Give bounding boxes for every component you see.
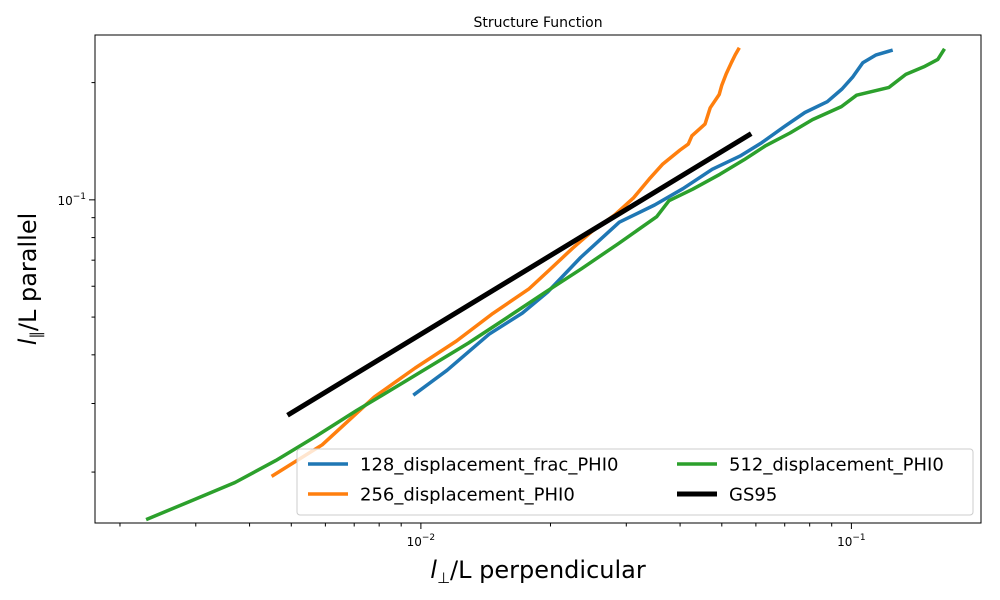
x-tick-base: 10 — [407, 535, 422, 549]
x-tick-label: 10−2 — [407, 533, 436, 549]
x-axis-label-rest: /L perpendicular — [450, 556, 646, 584]
y-tick-label: 10−1 — [57, 192, 86, 208]
y-tick-exponent: −1 — [73, 192, 86, 202]
x-tick-exponent: −2 — [422, 533, 435, 543]
x-axis-label: l⊥/L perpendicular — [430, 556, 646, 587]
x-axis-label-var: l — [430, 556, 437, 584]
legend-label-3: 512_displacement_PHI0 — [729, 455, 944, 476]
y-axis-label-var: l — [14, 338, 42, 345]
x-tick-base: 10 — [837, 535, 852, 549]
x-tick-exponent: −1 — [852, 533, 865, 543]
series-line-2 — [270, 46, 741, 478]
y-axis-label-rest: /L parallel — [14, 213, 42, 331]
legend-label-1: 128_displacement_frac_PHI0 — [360, 455, 618, 476]
x-minor-ticks — [119, 523, 833, 527]
y-tick-base: 10 — [57, 194, 72, 208]
legend-label-4: GS95 — [729, 485, 777, 506]
series-layer — [145, 46, 946, 522]
plot-frame — [94, 34, 982, 524]
y-major-ticks: 10−1 — [57, 192, 95, 208]
x-tick-label: 10−1 — [837, 533, 866, 549]
y-minor-ticks — [91, 82, 95, 473]
x-major-ticks: 10−2 10−1 — [407, 523, 866, 549]
chart-title: Structure Function — [473, 15, 602, 31]
series-line-3 — [145, 47, 946, 522]
series-line-4 — [286, 131, 753, 418]
legend-label-2: 256_displacement_PHI0 — [360, 485, 575, 506]
series-line-1 — [412, 48, 894, 397]
legend: 128_displacement_frac_PHI0 256_displaceme… — [296, 448, 974, 516]
y-axis-label: l∥/L parallel — [14, 213, 45, 346]
legend-box — [296, 448, 974, 516]
y-axis-label-sub: ∥ — [27, 331, 45, 339]
x-axis-label-sub: ⊥ — [437, 569, 450, 587]
